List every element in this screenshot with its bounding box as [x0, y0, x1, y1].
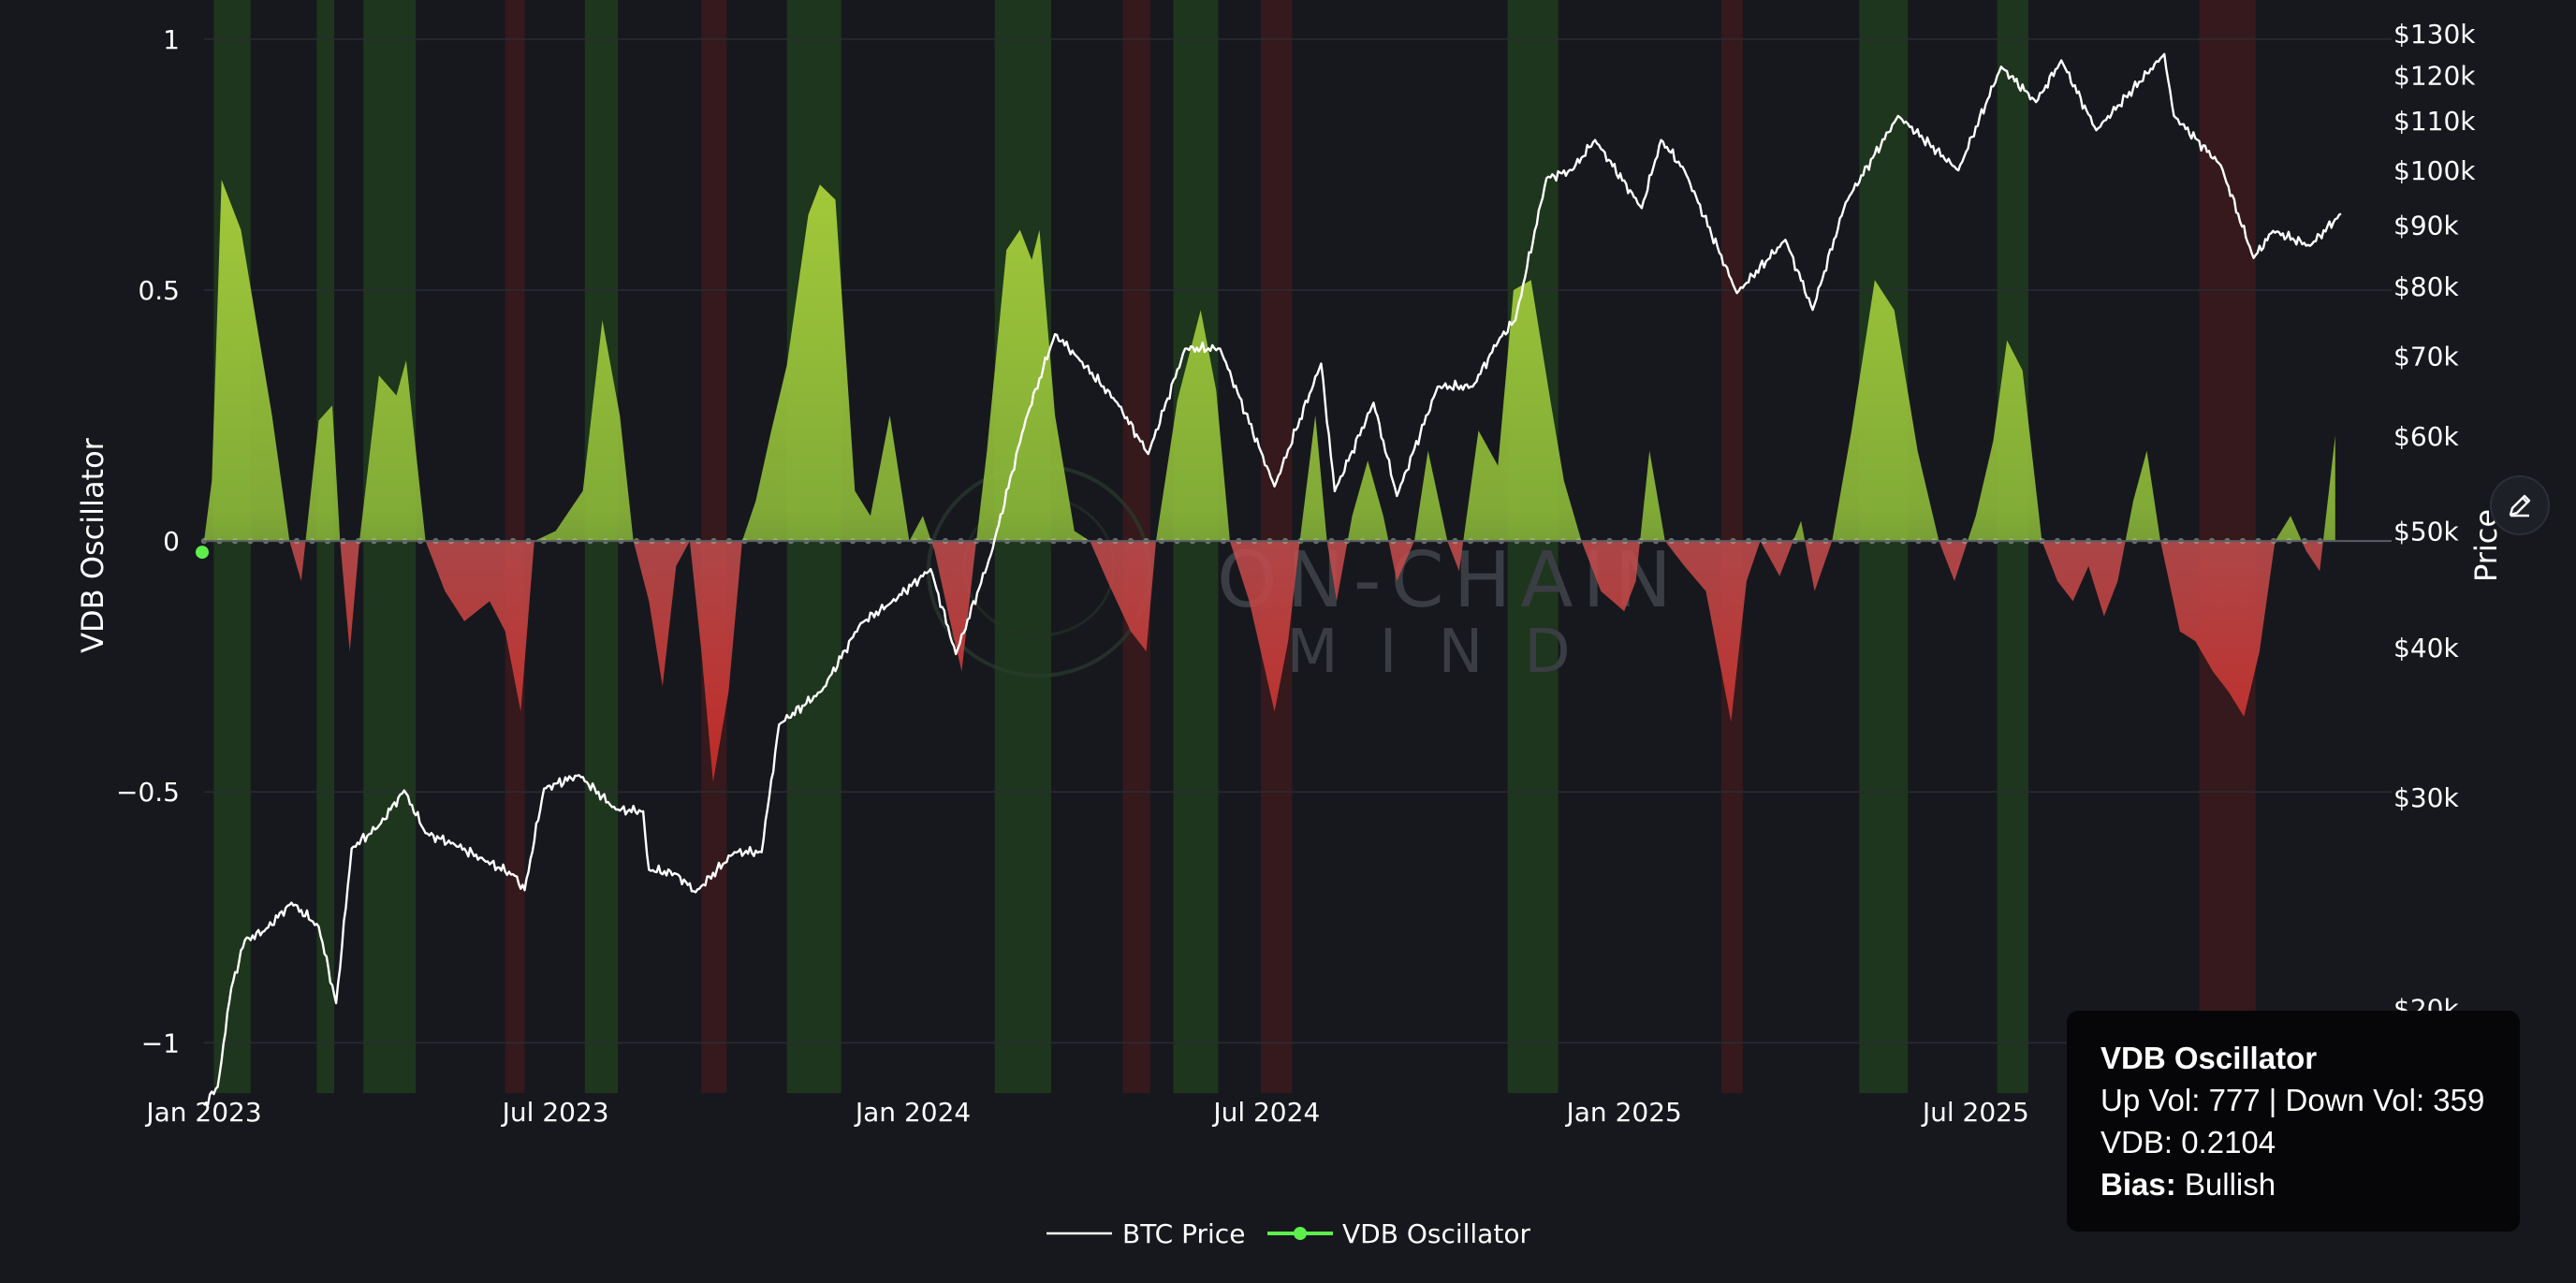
btc-price-line[interactable] [203, 52, 2342, 1106]
legend-vdb-label[interactable]: VDB Oscillator [1342, 1218, 1530, 1249]
vdb-oscillator-marker[interactable] [196, 546, 209, 560]
y-right-tick-8: $50k [2393, 517, 2459, 547]
x-tick-4: Jan 2025 [1565, 1097, 1682, 1128]
tooltip-bias: Bias: Bullish [2100, 1163, 2486, 1205]
y-right-tick-3: $100k [2393, 155, 2476, 186]
tooltip-title: VDB Oscillator [2100, 1041, 2318, 1075]
y-right-tick-5: $80k [2393, 271, 2459, 302]
y-right-tick-1: $120k [2393, 61, 2476, 92]
regime-band-2 [363, 0, 417, 1093]
vdb-oscillator-area [204, 180, 2335, 782]
y-axis-right-ticks: $130k $120k $110k $100k $90k $80k $70k $60k $50k… [2393, 19, 2476, 1025]
regime-band-11 [1507, 0, 1559, 1093]
tooltip-vdb: VDB: 0.2104 [2100, 1125, 2276, 1159]
y-left-tick-0: 1 [163, 24, 180, 55]
regime-band-7 [994, 0, 1051, 1093]
y-axis-left-title: VDB Oscillator [75, 437, 110, 653]
y-right-tick-7: $60k [2393, 421, 2459, 452]
tooltip-bias-value: Bullish [2184, 1167, 2276, 1202]
vdb-negative-area [204, 541, 2335, 782]
y-left-tick-1: 0.5 [138, 275, 180, 306]
pencil-icon [2509, 494, 2531, 518]
y-right-tick-4: $90k [2393, 211, 2459, 241]
regime-band-14 [1997, 0, 2028, 1093]
watermark: ON-CHAIN MIND [927, 464, 1672, 687]
y-right-tick-0: $130k [2393, 19, 2476, 50]
regime-band-13 [1859, 0, 1909, 1093]
tooltip-volumes: Up Vol: 777 | Down Vol: 359 [2100, 1083, 2485, 1117]
vdb-positive-area [204, 180, 2335, 542]
regime-band-6 [786, 0, 842, 1093]
regime-band-9 [1173, 0, 1219, 1093]
legend-btc-label[interactable]: BTC Price [1122, 1218, 1245, 1249]
tooltip-bias-label: Bias: [2100, 1167, 2176, 1202]
y-axis-left-ticks: 1 0.5 0 −0.5 −1 [116, 24, 180, 1059]
x-axis-ticks: Jan 2023 Jul 2023 Jan 2024 Jul 2024 Jan 2025… [144, 1097, 2391, 1128]
y-left-tick-4: −1 [141, 1028, 180, 1058]
x-tick-1: Jul 2023 [501, 1097, 609, 1128]
y-left-tick-2: 0 [163, 526, 180, 557]
grid [204, 38, 2392, 1044]
regime-band-1 [316, 0, 335, 1093]
y-right-tick-10: $30k [2393, 782, 2459, 813]
regime-band-0 [213, 0, 251, 1093]
legend-vdb-dot [1294, 1227, 1307, 1240]
y-right-tick-2: $110k [2393, 106, 2476, 137]
x-tick-2: Jan 2024 [854, 1097, 971, 1128]
watermark-line2: MIND [1286, 618, 1611, 687]
x-tick-3: Jul 2024 [1211, 1097, 1320, 1128]
regime-band-4 [584, 0, 619, 1093]
vdb-tooltip: VDB Oscillator Up Vol: 777 | Down Vol: 3… [2067, 1011, 2520, 1232]
y-right-tick-9: $40k [2393, 633, 2459, 663]
y-right-tick-6: $70k [2393, 341, 2459, 372]
x-tick-5: Jul 2025 [1921, 1097, 2029, 1128]
legend[interactable]: BTC Price VDB Oscillator [1046, 1218, 1530, 1249]
edit-button[interactable] [2490, 475, 2550, 535]
x-tick-0: Jan 2023 [144, 1097, 261, 1128]
y-left-tick-3: −0.5 [116, 777, 180, 808]
